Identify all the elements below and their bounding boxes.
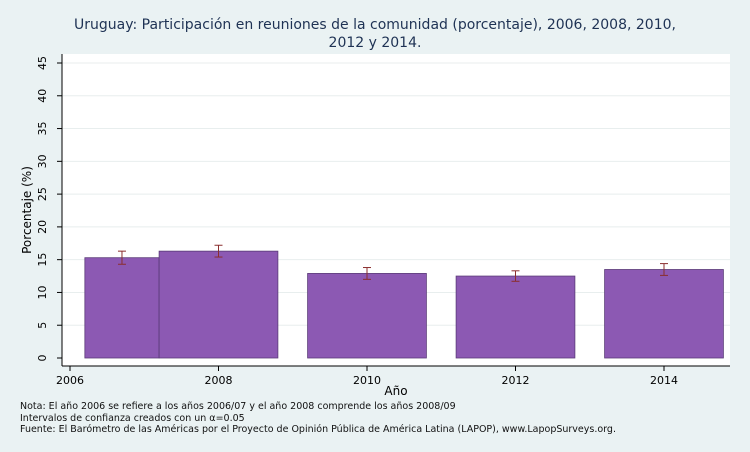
note-line: Intervalos de confianza creados con un α… <box>20 412 245 424</box>
bar <box>604 269 724 359</box>
note-line: Nota: El año 2006 se refiere a los años … <box>20 401 456 412</box>
bar <box>84 257 160 359</box>
y-tick-label: 15 <box>36 253 49 267</box>
y-tick-label: 40 <box>36 89 49 103</box>
chart-title-line-1: Uruguay: Participación en reuniones de l… <box>74 17 676 33</box>
error-bars <box>117 244 668 282</box>
x-tick-label: 2014 <box>650 374 678 387</box>
y-tick-label: 5 <box>36 322 49 329</box>
chart-title: Uruguay: Participación en reuniones de l… <box>0 16 750 52</box>
x-tick-label: 2012 <box>502 374 530 387</box>
y-tick-label: 30 <box>36 154 49 168</box>
x-ticks: 2006 2008 2010 2012 2014 <box>56 366 678 387</box>
bar <box>455 275 576 359</box>
x-tick-label: 2010 <box>353 374 381 387</box>
y-tick-label: 45 <box>36 56 49 70</box>
source-line: Fuente: El Barómetro de las Américas por… <box>20 424 616 435</box>
chart-notes: Nota: El año 2006 se refiere a los años … <box>20 401 616 436</box>
x-tick-label: 2008 <box>205 374 233 387</box>
x-tick-label: 2006 <box>56 374 84 387</box>
x-axis-label: Año <box>384 384 407 398</box>
bar <box>307 273 427 359</box>
y-tick-label: 25 <box>36 187 49 201</box>
y-ticks: 0 5 10 15 20 25 30 35 40 45 <box>36 56 62 362</box>
chart-title-line-2: 2012 y 2014. <box>328 35 422 51</box>
bars <box>84 250 724 359</box>
y-tick-label: 35 <box>36 122 49 136</box>
y-tick-label: 20 <box>36 220 49 234</box>
y-axis-label: Porcentaje (%) <box>20 166 34 254</box>
bar <box>158 250 279 359</box>
y-tick-label: 0 <box>36 355 49 362</box>
y-tick-label: 10 <box>36 285 49 299</box>
